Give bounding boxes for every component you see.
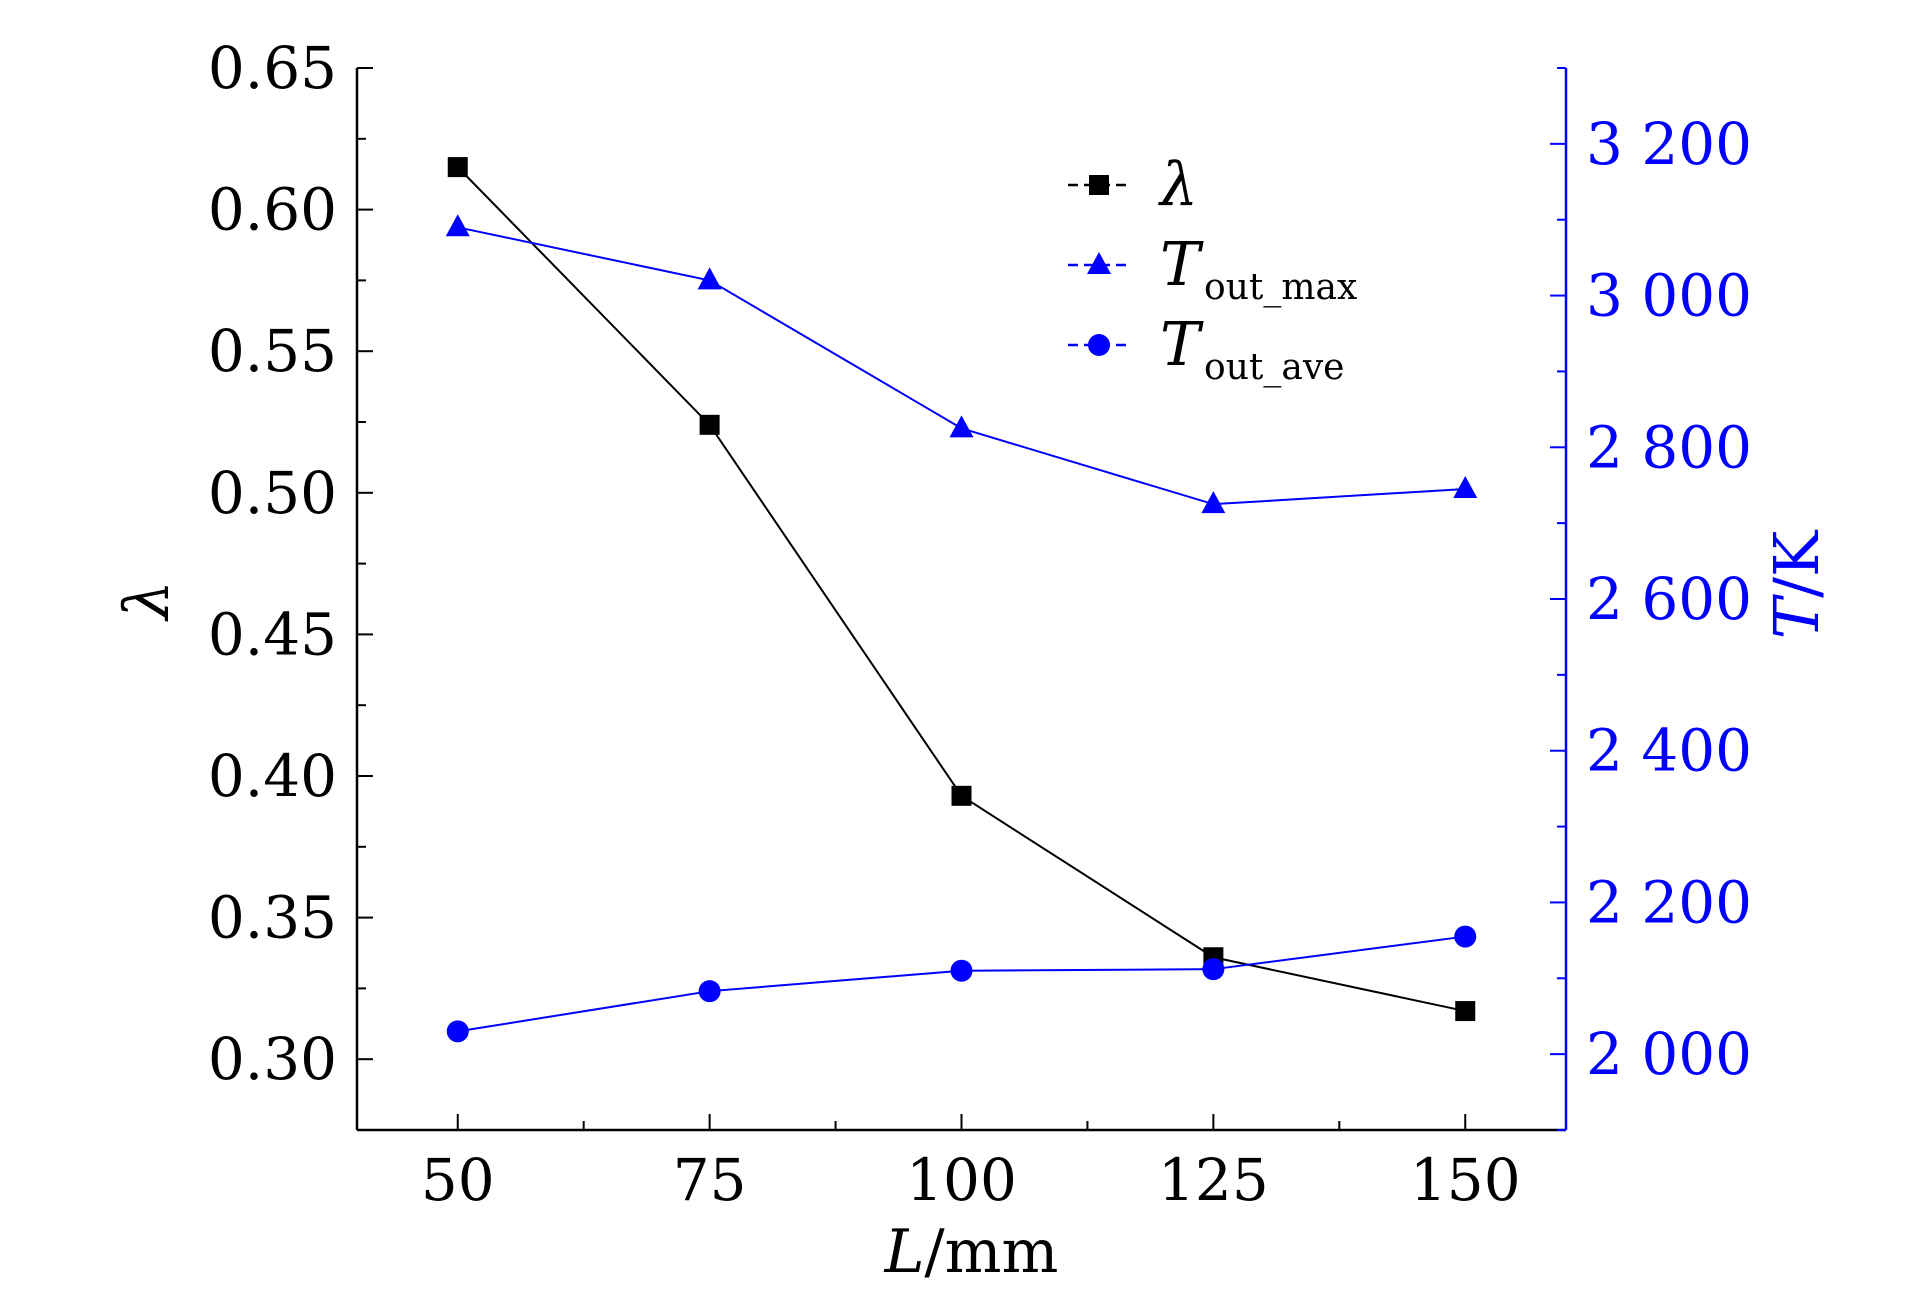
data-point-triangle xyxy=(445,214,470,237)
left-tick-label: 0.40 xyxy=(208,742,337,810)
plot-series xyxy=(445,157,1478,1043)
series-line-circle xyxy=(457,935,1466,1033)
right-tick-label: 2 200 xyxy=(1586,868,1752,936)
legend-marker-triangle xyxy=(1087,252,1111,274)
left-tick-label: 0.55 xyxy=(208,317,337,385)
left-tick-label: 0.35 xyxy=(208,884,337,952)
left-tick-label: 0.50 xyxy=(208,459,337,527)
left-tick-label: 0.60 xyxy=(208,176,337,244)
x-axis-label-unit: /mm xyxy=(924,1217,1058,1287)
legend-label-main: λ xyxy=(1158,150,1198,220)
data-point-circle xyxy=(1202,958,1225,981)
right-axis-label-unit: /K xyxy=(1760,529,1833,598)
right-axis-label: T/K xyxy=(1760,529,1833,639)
x-tick-label: 150 xyxy=(1410,1146,1521,1214)
right-tick-label: 2 800 xyxy=(1586,413,1752,481)
data-point-square xyxy=(951,785,972,806)
right-tick-label: 2 000 xyxy=(1586,1020,1752,1088)
data-point-triangle xyxy=(1453,476,1478,499)
data-point-square xyxy=(1455,1001,1476,1022)
data-point-triangle xyxy=(697,267,722,290)
x-tick-label: 75 xyxy=(673,1146,747,1214)
x-axis-label: L/mm xyxy=(884,1217,1059,1287)
data-point-triangle xyxy=(949,415,974,438)
right-tick-label: 2 600 xyxy=(1586,565,1752,633)
data-point-square xyxy=(447,157,468,178)
right-axis-label-symbol: T xyxy=(1760,593,1833,639)
x-axis-label-symbol: L xyxy=(884,1217,925,1287)
legend-marker-square xyxy=(1089,175,1109,195)
left-tick-label: 0.30 xyxy=(208,1025,337,1093)
left-axis-label: λ xyxy=(110,580,183,622)
left-tick-label: 0.45 xyxy=(208,600,337,668)
legend-label-main: T xyxy=(1160,230,1204,300)
legend-marker-circle xyxy=(1088,334,1110,356)
legend-label: λ xyxy=(1158,150,1198,220)
data-point-circle xyxy=(446,1020,469,1043)
legend-label-main: T xyxy=(1160,310,1204,380)
data-point-square xyxy=(699,414,720,435)
legend-label-subscript: out_ave xyxy=(1204,347,1344,388)
legend-label-subscript: out_max xyxy=(1204,267,1357,308)
right-tick-label: 3 000 xyxy=(1586,262,1752,330)
x-tick-label: 125 xyxy=(1158,1146,1269,1214)
left-tick-label: 0.65 xyxy=(208,34,337,102)
data-point-triangle xyxy=(1201,491,1226,514)
right-tick-label: 2 400 xyxy=(1586,717,1752,785)
x-tick-label: 50 xyxy=(421,1146,495,1214)
right-tick-label: 3 200 xyxy=(1586,110,1752,178)
data-point-circle xyxy=(950,959,973,982)
data-point-circle xyxy=(698,980,721,1003)
data-point-circle xyxy=(1454,925,1477,948)
x-tick-label: 100 xyxy=(906,1146,1017,1214)
axes: 50 75 100 125 150 0.30 0.35 0.40 0.45 0.50 0.55 0.6… xyxy=(110,34,1833,1287)
